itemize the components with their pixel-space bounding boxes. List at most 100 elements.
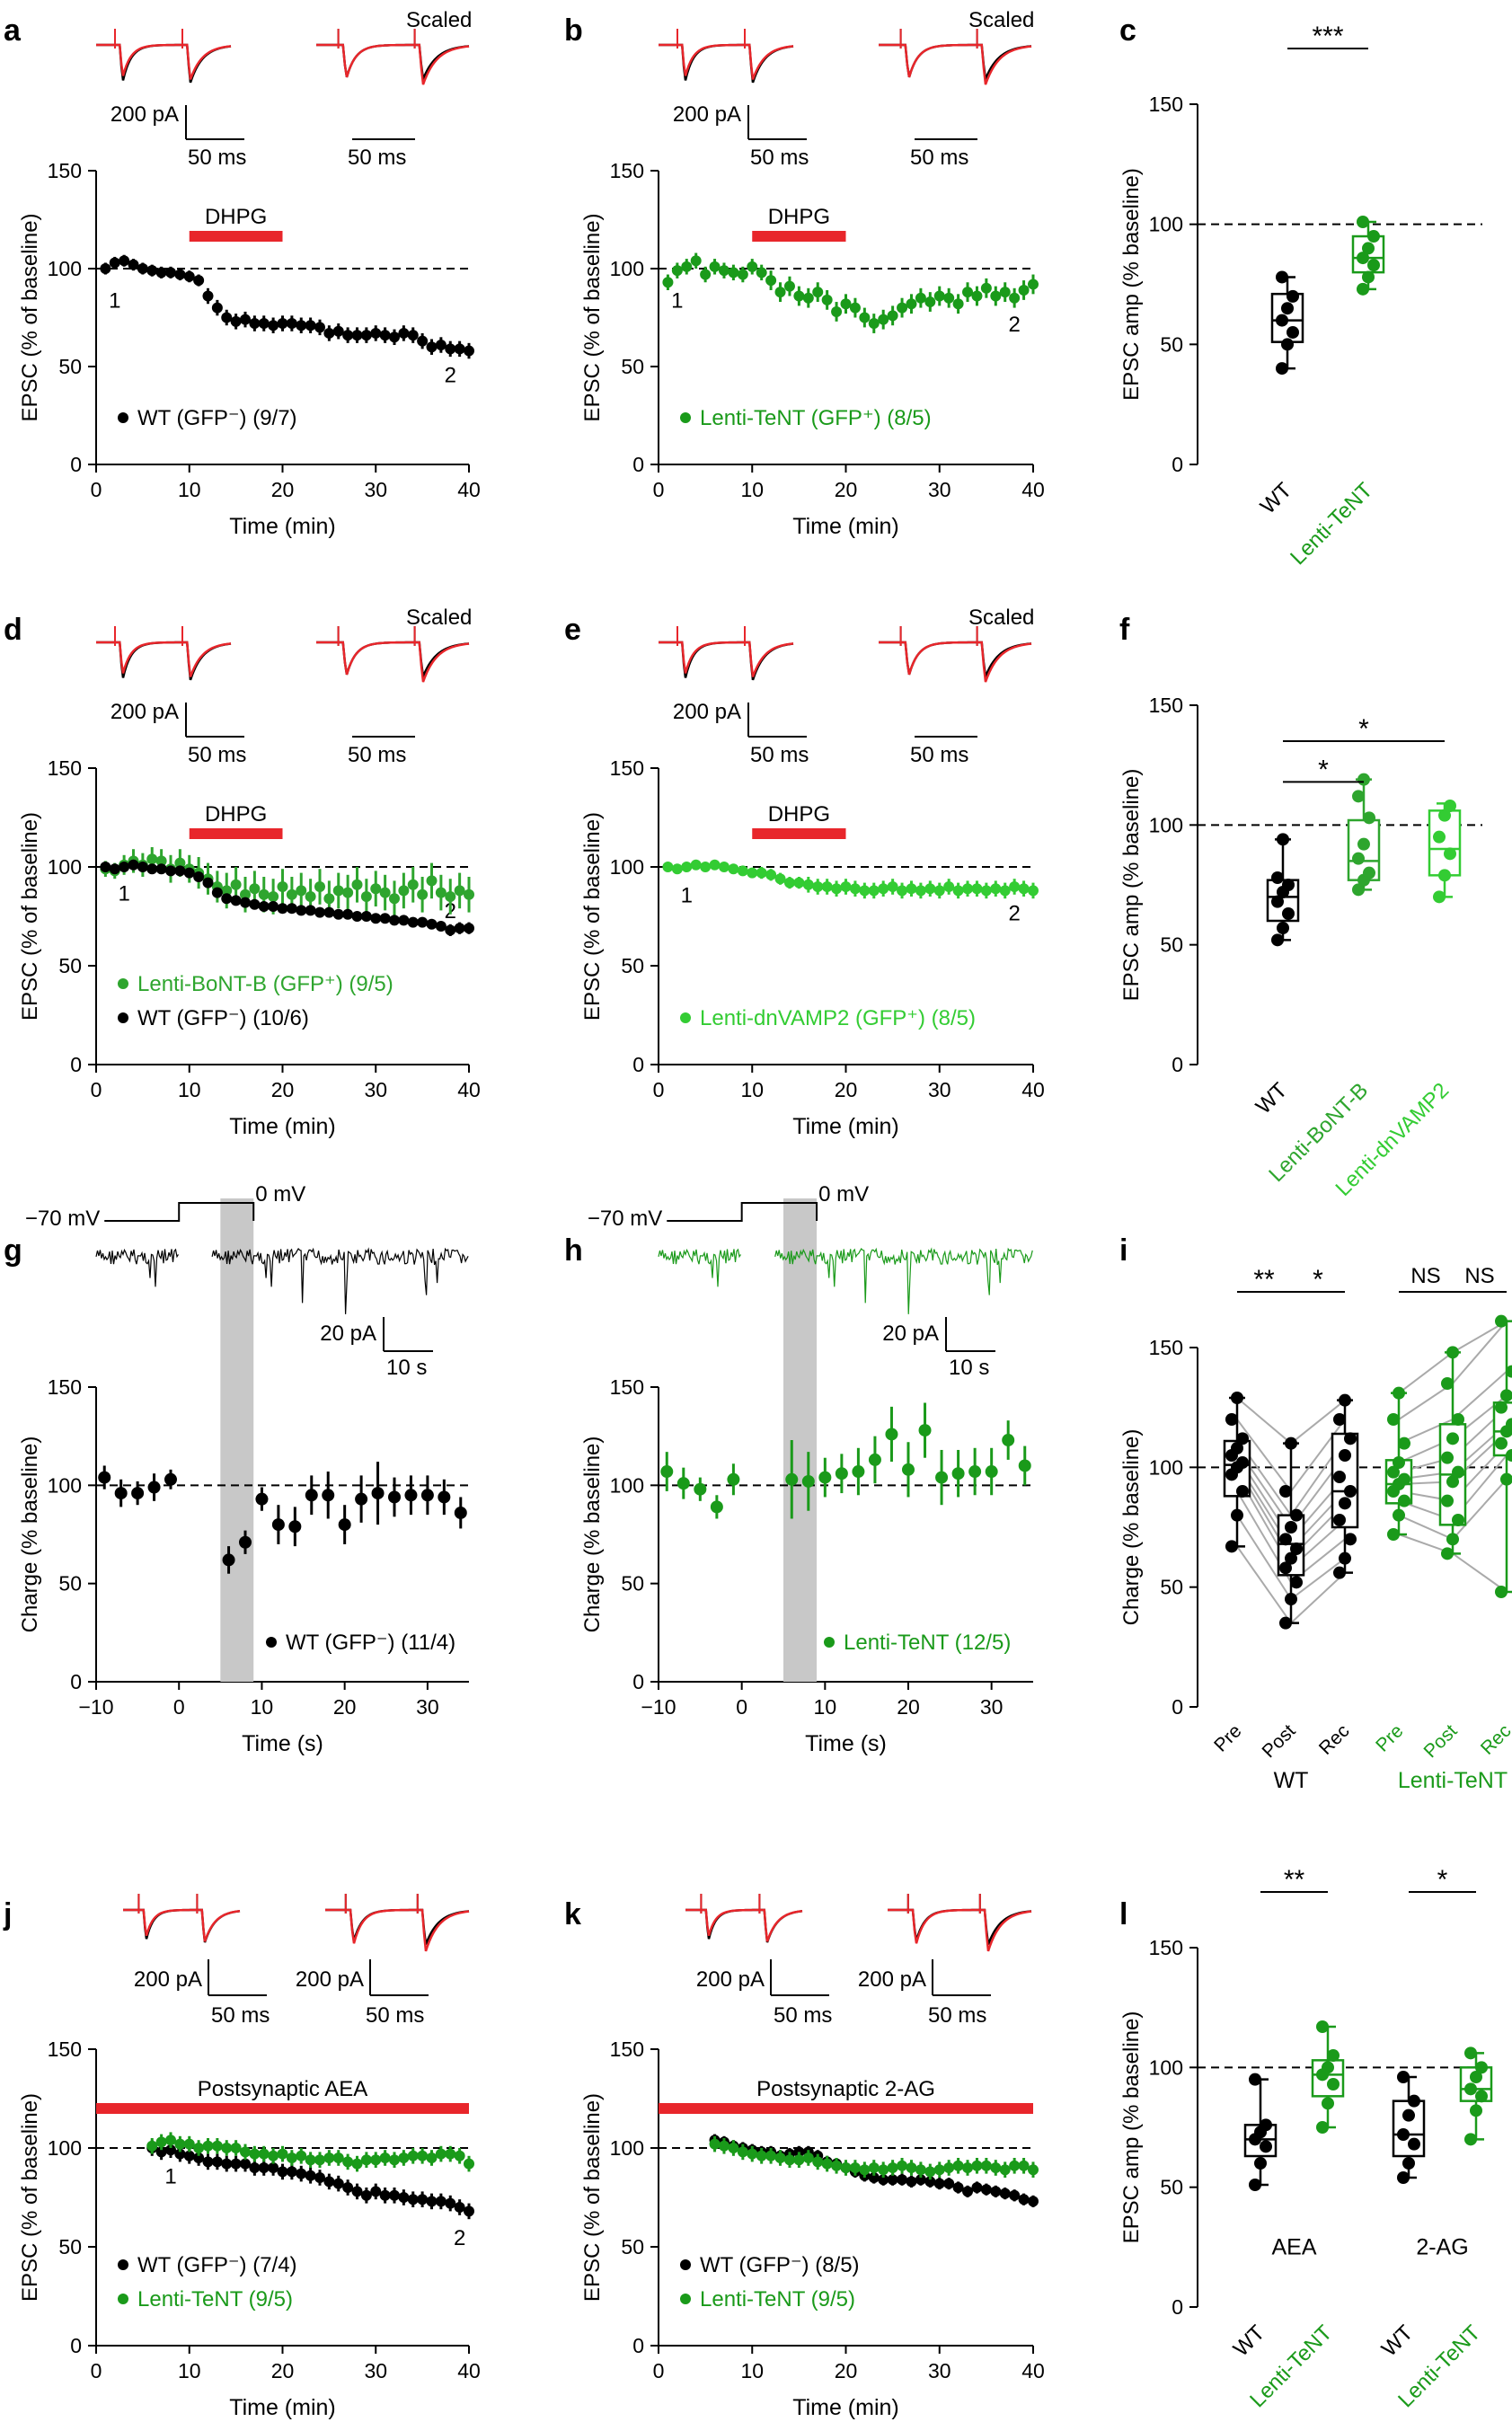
box-point bbox=[1236, 1485, 1249, 1498]
data-point bbox=[980, 2160, 992, 2171]
box-point bbox=[1500, 1389, 1512, 1402]
data-point bbox=[119, 255, 130, 267]
timepoint-label: 1 bbox=[681, 884, 693, 908]
data-point bbox=[887, 2162, 898, 2173]
data-point bbox=[314, 322, 325, 333]
data-point bbox=[990, 883, 1002, 895]
data-point bbox=[802, 879, 814, 890]
data-point bbox=[389, 2189, 400, 2201]
box-point bbox=[1339, 1497, 1351, 1510]
y-tick-label: 0 bbox=[70, 1670, 82, 1693]
data-point bbox=[818, 1471, 832, 1484]
data-point bbox=[296, 2168, 307, 2179]
data-point bbox=[211, 2156, 223, 2168]
data-point bbox=[165, 865, 176, 877]
data-point bbox=[793, 2154, 805, 2166]
y-tick-label: 50 bbox=[58, 355, 82, 378]
drug-bar bbox=[189, 828, 283, 839]
data-point bbox=[323, 893, 335, 905]
data-point bbox=[128, 859, 139, 871]
legend-label: WT (GFP⁻) (9/7) bbox=[137, 406, 297, 430]
data-point bbox=[230, 315, 242, 327]
data-point bbox=[342, 2182, 354, 2193]
y-tick-label: 150 bbox=[610, 1375, 644, 1399]
box-point bbox=[1362, 242, 1375, 255]
data-point bbox=[690, 255, 702, 267]
data-point bbox=[355, 1492, 368, 1506]
box-point bbox=[1446, 1346, 1459, 1359]
box-point bbox=[1452, 1514, 1464, 1526]
data-point bbox=[351, 330, 363, 341]
y-tick-label: 150 bbox=[48, 2037, 82, 2061]
y-tick-label: 100 bbox=[1149, 813, 1183, 836]
traces-note: Scaled bbox=[968, 8, 1034, 32]
data-point bbox=[438, 1490, 451, 1504]
box-point bbox=[1446, 1533, 1459, 1546]
step-voltage-label: 0 mV bbox=[818, 1182, 869, 1207]
data-point bbox=[756, 2150, 767, 2161]
box-point bbox=[1363, 811, 1375, 825]
box-point bbox=[1333, 1413, 1346, 1426]
epsc-trace bbox=[879, 641, 1032, 683]
box-point bbox=[1271, 933, 1284, 947]
group-label: AEA bbox=[1271, 2234, 1316, 2259]
data-point bbox=[305, 891, 316, 902]
box-point bbox=[1276, 362, 1288, 376]
panel-letter: a bbox=[4, 13, 22, 48]
data-point bbox=[109, 257, 120, 269]
data-point bbox=[230, 879, 242, 890]
timepoint-label: 2 bbox=[1008, 901, 1020, 925]
data-point bbox=[147, 1481, 161, 1494]
data-point bbox=[277, 2148, 288, 2160]
box-point bbox=[1322, 2097, 1334, 2110]
timepoint-label: 1 bbox=[109, 289, 120, 314]
x-tick-label: 10 bbox=[178, 2359, 201, 2382]
data-point bbox=[286, 2166, 297, 2178]
box-point bbox=[1357, 252, 1369, 265]
significance-label: * bbox=[1313, 1265, 1323, 1295]
epsc-trace bbox=[316, 641, 470, 683]
y-tick-label: 150 bbox=[1149, 93, 1183, 116]
data-point bbox=[435, 2148, 447, 2160]
scale-time-label: 10 s bbox=[949, 1356, 989, 1380]
current-trace bbox=[658, 1248, 742, 1287]
significance-label: ** bbox=[1284, 1865, 1305, 1895]
category-label: Lenti-TeNT bbox=[1286, 478, 1377, 570]
epsc-trace bbox=[888, 1908, 1032, 1945]
data-point bbox=[249, 2162, 261, 2173]
data-point bbox=[821, 881, 833, 892]
box-point bbox=[1249, 2073, 1261, 2086]
y-tick-label: 50 bbox=[1160, 332, 1183, 356]
x-axis-title: Time (min) bbox=[229, 1114, 336, 1139]
data-point bbox=[868, 1453, 881, 1466]
drug-bar-label: DHPG bbox=[768, 205, 830, 229]
box-point bbox=[1398, 1494, 1410, 1507]
data-point bbox=[454, 343, 465, 355]
data-point bbox=[268, 320, 279, 331]
box-point bbox=[1452, 1413, 1464, 1426]
data-point bbox=[831, 2160, 843, 2171]
data-point bbox=[737, 2146, 748, 2158]
panel-letter: d bbox=[4, 613, 22, 647]
hold-voltage-label: −70 mV bbox=[25, 1207, 100, 1231]
data-point bbox=[221, 885, 233, 897]
data-point bbox=[906, 883, 917, 895]
data-point bbox=[915, 2164, 926, 2176]
data-point bbox=[230, 895, 242, 906]
box-point bbox=[1441, 1377, 1454, 1390]
data-point bbox=[943, 2162, 955, 2173]
box-point bbox=[1322, 2061, 1334, 2074]
x-tick-label: 20 bbox=[271, 478, 295, 501]
x-axis-title: Time (min) bbox=[792, 514, 899, 539]
x-tick-label: 30 bbox=[416, 1695, 439, 1719]
significance-label: NS bbox=[1464, 1264, 1494, 1288]
box-point bbox=[1231, 1392, 1243, 1404]
box-point bbox=[1254, 2157, 1267, 2170]
epsc-trace bbox=[879, 641, 1032, 681]
data-point bbox=[98, 1471, 111, 1484]
data-point bbox=[897, 2174, 908, 2186]
legend-label: WT (GFP⁻) (8/5) bbox=[700, 2253, 860, 2277]
scale-time-label: 50 ms bbox=[774, 2003, 832, 2028]
y-tick-label: 150 bbox=[48, 159, 82, 182]
box-point bbox=[1357, 215, 1369, 228]
